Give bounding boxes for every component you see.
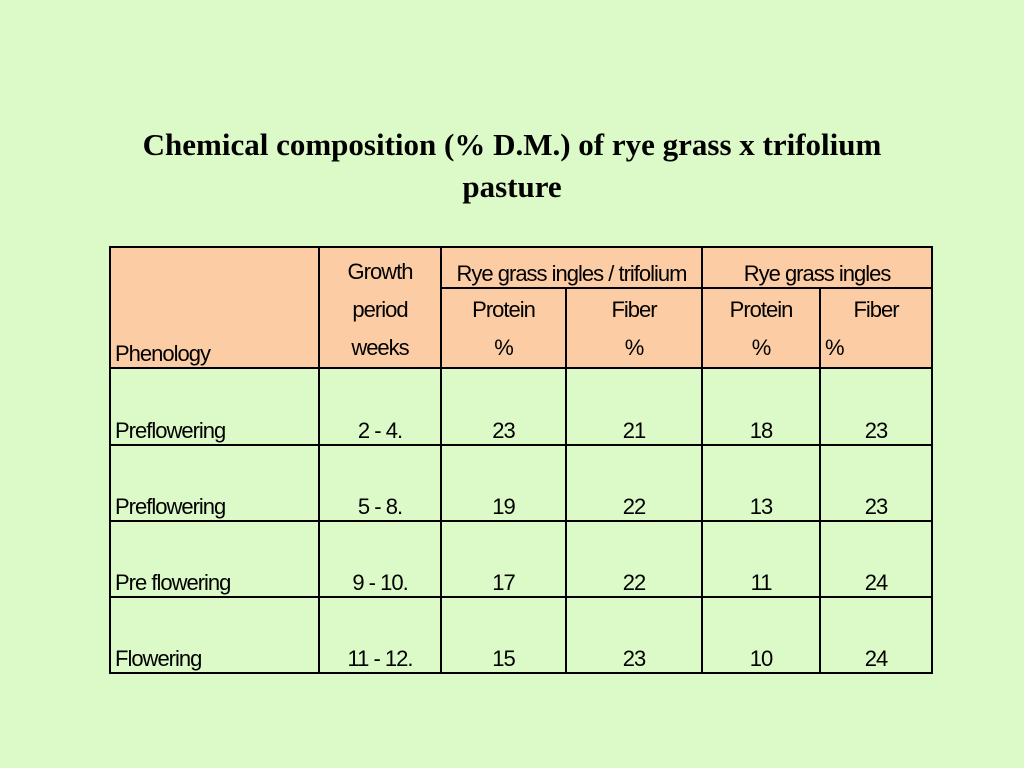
cell-phenology: Pre flowering bbox=[109, 519, 320, 598]
cell-protein-1: 23 bbox=[440, 367, 567, 446]
header-phenology: Phenology bbox=[109, 245, 320, 370]
header-protein-2-label: Protein bbox=[729, 297, 794, 323]
header-growth-line-2: period bbox=[352, 297, 408, 323]
cell-fiber-2: 23 bbox=[819, 367, 934, 446]
table-row: Pre flowering 9 - 10. 17 22 11 24 bbox=[109, 519, 934, 598]
header-group-rye-trifolium: Rye grass ingles / trifolium bbox=[439, 245, 704, 290]
title-line-2: pasture bbox=[462, 169, 562, 204]
table-row: Preflowering 5 - 8. 19 22 13 23 bbox=[109, 443, 934, 522]
cell-fiber-2: 24 bbox=[819, 519, 934, 598]
cell-protein-1: 19 bbox=[440, 443, 567, 522]
header-fiber-1: Fiber % bbox=[564, 287, 704, 370]
cell-period: 9 - 10. bbox=[318, 519, 442, 598]
cell-fiber-1: 22 bbox=[564, 519, 704, 598]
header-group-rye: Rye grass ingles bbox=[701, 245, 934, 290]
cell-protein-1: 15 bbox=[440, 595, 567, 675]
header-growth-line-1: Growth bbox=[347, 259, 414, 285]
header-row-2: Protein % Fiber % Protein % Fiber % bbox=[110, 287, 934, 370]
header-protein-1-label: Protein bbox=[472, 297, 536, 323]
cell-protein-2: 13 bbox=[701, 443, 822, 522]
cell-phenology: Flowering bbox=[109, 595, 320, 675]
cell-period: 5 - 8. bbox=[318, 443, 442, 522]
header-protein-1-unit: % bbox=[494, 335, 514, 361]
cell-protein-2: 18 bbox=[701, 367, 822, 446]
header-fiber-1-unit: % bbox=[624, 335, 645, 361]
header-protein-2: Protein % bbox=[701, 287, 822, 370]
header-fiber-2: Fiber % bbox=[819, 287, 934, 370]
header-fiber-2-unit: % bbox=[825, 335, 845, 361]
cell-period: 11 - 12. bbox=[318, 595, 442, 675]
cell-fiber-2: 24 bbox=[819, 595, 934, 675]
cell-fiber-1: 23 bbox=[564, 595, 704, 675]
title-line-1: Chemical composition (% D.M.) of rye gra… bbox=[142, 127, 882, 162]
cell-protein-2: 11 bbox=[701, 519, 822, 598]
composition-table: Phenology Growth period weeks Rye grass … bbox=[109, 245, 934, 675]
header-growth-period: Growth period weeks bbox=[318, 245, 442, 370]
slide-title: Chemical composition (% D.M.) of rye gra… bbox=[0, 124, 1024, 208]
cell-fiber-2: 23 bbox=[819, 443, 934, 522]
cell-period: 2 - 4. bbox=[318, 367, 442, 446]
header-protein-2-unit: % bbox=[751, 335, 772, 361]
header-fiber-2-label: Fiber bbox=[853, 297, 899, 323]
cell-fiber-1: 21 bbox=[564, 367, 704, 446]
table-row: Flowering 11 - 12. 15 23 10 24 bbox=[109, 595, 934, 675]
table-row: Preflowering 2 - 4. 23 21 18 23 bbox=[109, 367, 934, 446]
header-fiber-1-label: Fiber bbox=[611, 297, 657, 323]
cell-protein-2: 10 bbox=[701, 595, 822, 675]
cell-protein-1: 17 bbox=[440, 519, 567, 598]
header-growth-line-3: weeks bbox=[351, 335, 409, 361]
header-row-1: Phenology Growth period weeks Rye grass … bbox=[109, 245, 934, 370]
cell-fiber-1: 22 bbox=[564, 443, 704, 522]
cell-phenology: Preflowering bbox=[109, 443, 320, 522]
header-protein-1: Protein % bbox=[440, 287, 567, 370]
cell-phenology: Preflowering bbox=[109, 367, 320, 446]
